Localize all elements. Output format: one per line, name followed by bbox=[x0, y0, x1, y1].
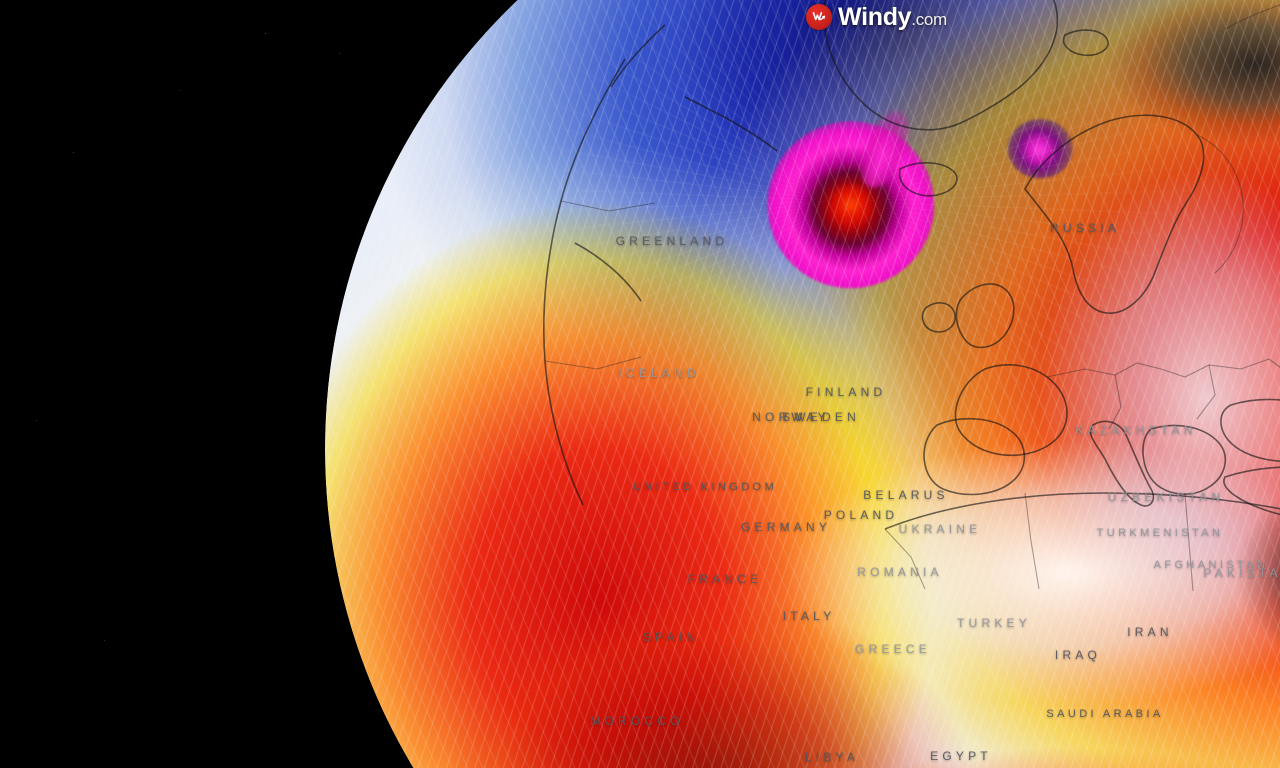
brand-suffix: .com bbox=[911, 9, 947, 29]
star bbox=[265, 33, 267, 35]
windy-logo-text: Windy.com bbox=[838, 2, 947, 31]
coastline-svg bbox=[325, 0, 1280, 768]
windy-logo-icon bbox=[806, 4, 832, 30]
globe[interactable] bbox=[325, 0, 1280, 768]
star bbox=[104, 640, 105, 641]
coastline-layer bbox=[325, 0, 1280, 768]
star bbox=[180, 90, 181, 91]
star bbox=[73, 152, 75, 154]
country-borders bbox=[545, 201, 1280, 591]
coastlines bbox=[544, 0, 1280, 589]
brand-name: Windy bbox=[838, 2, 912, 31]
windy-logo[interactable]: Windy.com bbox=[806, 4, 947, 30]
star bbox=[36, 420, 38, 422]
